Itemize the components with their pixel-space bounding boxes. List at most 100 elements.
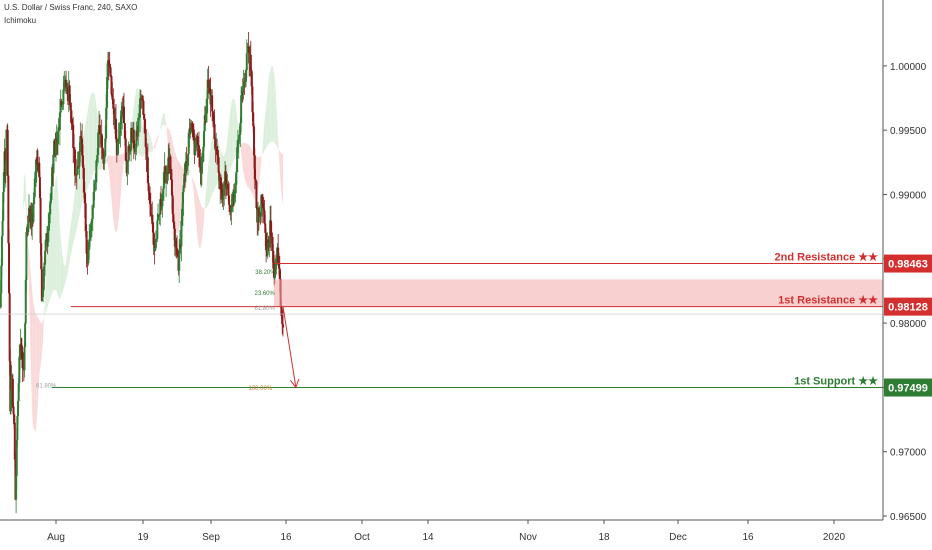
cloud-segment bbox=[177, 159, 179, 233]
candle-body bbox=[244, 81, 247, 84]
candle-body bbox=[97, 132, 100, 155]
cloud-segment bbox=[57, 179, 58, 296]
candle-body bbox=[146, 157, 149, 183]
cloud-segment bbox=[121, 153, 123, 189]
candle-body bbox=[162, 188, 165, 194]
cloud-segment bbox=[265, 106, 267, 150]
cloud-segment bbox=[105, 158, 107, 162]
candle-body bbox=[238, 134, 241, 138]
candle-body bbox=[7, 175, 10, 244]
cloud-segment bbox=[141, 119, 143, 157]
candle-body bbox=[254, 179, 257, 182]
cloud-segment bbox=[251, 149, 253, 194]
candle-body bbox=[200, 171, 203, 173]
cloud-segment bbox=[205, 190, 207, 209]
cloud-segment bbox=[72, 206, 74, 248]
cloud-segment bbox=[43, 317, 44, 335]
cloud-segment bbox=[226, 139, 228, 176]
candle-body bbox=[52, 157, 55, 174]
candle-body bbox=[79, 136, 82, 153]
candle-body bbox=[141, 95, 144, 101]
candle-body bbox=[194, 140, 197, 155]
cloud-segment bbox=[262, 142, 263, 156]
cloud-segment bbox=[49, 217, 51, 301]
candle-body bbox=[187, 133, 190, 155]
candle-body bbox=[231, 199, 234, 208]
candle-body bbox=[245, 53, 248, 71]
candle-body bbox=[253, 155, 256, 180]
cloud-segment bbox=[151, 141, 153, 152]
candle-body bbox=[41, 296, 44, 302]
candle-body bbox=[170, 179, 173, 196]
cloud-segment bbox=[200, 203, 202, 249]
candle-body bbox=[113, 108, 116, 125]
cloud-segment bbox=[50, 209, 52, 297]
cloud-segment bbox=[40, 322, 42, 366]
candle-body bbox=[263, 210, 266, 224]
cloud-segment bbox=[282, 153, 283, 205]
fibonacci-labels: 38.20% 23.60% 61.80% 61.80% 100.00% bbox=[36, 270, 276, 392]
candle-body bbox=[9, 390, 12, 412]
candle-body bbox=[109, 67, 112, 77]
cloud-segment bbox=[250, 148, 252, 193]
candle-body bbox=[107, 60, 110, 66]
cloud-segment bbox=[259, 156, 261, 178]
candle-body bbox=[78, 152, 81, 167]
cloud-segment bbox=[53, 190, 55, 291]
candle-body bbox=[137, 117, 140, 137]
candle-body bbox=[20, 350, 23, 360]
candle-body bbox=[100, 133, 103, 148]
cloud-segment bbox=[70, 220, 72, 257]
candle-body bbox=[105, 107, 108, 139]
candle-body bbox=[160, 206, 163, 208]
candle-body bbox=[13, 414, 16, 423]
candle-body bbox=[178, 244, 181, 254]
price-tick-label: 1.00000 bbox=[890, 62, 927, 73]
cloud-segment bbox=[150, 138, 152, 153]
cloud-segment bbox=[276, 107, 278, 148]
candle-body bbox=[122, 106, 125, 124]
cloud-segment bbox=[278, 139, 279, 155]
candle-body bbox=[265, 232, 268, 251]
cloud-segment bbox=[164, 114, 166, 126]
cloud-segment bbox=[174, 148, 175, 227]
cloud-segment bbox=[266, 90, 268, 147]
candle-body bbox=[120, 115, 123, 125]
candle-body bbox=[93, 183, 96, 192]
candle-body bbox=[280, 306, 283, 316]
candle-body bbox=[68, 85, 71, 105]
level-label: 1st Support ★★ bbox=[794, 376, 878, 388]
cloud-segment bbox=[196, 189, 198, 238]
candle-body bbox=[44, 239, 47, 252]
cloud-segment bbox=[38, 318, 40, 388]
price-badge bbox=[884, 254, 932, 273]
cloud-segment bbox=[115, 155, 116, 233]
candle-body bbox=[274, 258, 277, 275]
cloud-segment bbox=[197, 192, 199, 244]
cloud-segment bbox=[190, 173, 192, 177]
cloud-segment bbox=[229, 114, 230, 172]
cloud-segment bbox=[20, 229, 22, 242]
cloud-segment bbox=[69, 227, 71, 262]
candle-body bbox=[2, 192, 5, 221]
candle-body bbox=[40, 269, 43, 302]
cloud-segment bbox=[198, 195, 199, 247]
candle-body bbox=[152, 232, 155, 245]
resistance-zone bbox=[274, 279, 883, 307]
price-badge-value: 0.98128 bbox=[888, 302, 928, 314]
cloud-segment bbox=[268, 74, 270, 145]
candle-body bbox=[273, 274, 276, 278]
candle-body bbox=[60, 101, 63, 105]
cloud-segment bbox=[123, 153, 124, 170]
candle-body bbox=[118, 134, 121, 138]
candle-body bbox=[228, 195, 231, 205]
cloud-segment bbox=[89, 97, 91, 184]
candle-body bbox=[151, 214, 154, 224]
candle-body bbox=[85, 231, 88, 254]
candle-body bbox=[90, 219, 93, 224]
cloud-segment bbox=[220, 149, 222, 181]
candle-body bbox=[18, 352, 21, 357]
candle-body bbox=[110, 76, 113, 95]
cloud-segment bbox=[59, 227, 61, 299]
